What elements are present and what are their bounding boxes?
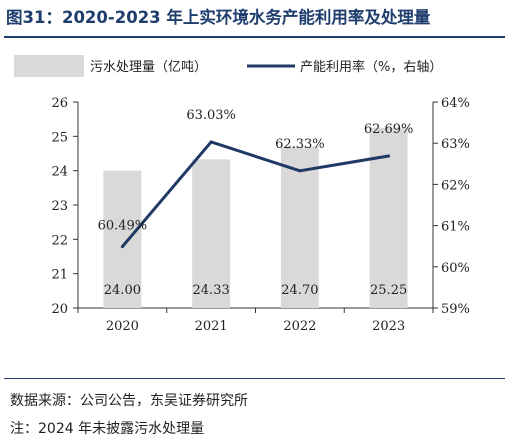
source-text: 数据来源：公司公告，东吴证券研究所 [10,393,248,409]
line-value-label: 62.69% [364,122,414,137]
left-tick-label: 20 [51,302,68,317]
line-value-labels: 60.49% 63.03% 62.33% 62.69% [98,108,414,234]
legend-bar-label: 污水处理量（亿吨） [90,60,207,75]
bar-value-label: 25.25 [370,283,407,298]
right-tick-label: 63% [441,137,470,152]
right-tick-label: 62% [441,178,470,193]
line-value-label: 63.03% [186,108,236,123]
right-axis: 59% 60% 61% 62% 63% 64% [432,96,470,317]
bars [103,127,408,308]
bar [192,159,231,308]
left-tick-label: 21 [51,268,68,283]
left-tick-label: 25 [51,130,68,145]
left-tick-label: 26 [51,96,68,111]
legend-bar-swatch [14,55,84,77]
footer-rule [4,378,505,379]
legend-line-label: 产能利用率（%，右轴） [300,59,442,75]
x-tick-label: 2022 [283,319,316,330]
line-point [209,140,213,144]
note-text: 注：2024 年未披露污水处理量 [10,421,205,437]
right-tick-label: 60% [441,261,470,276]
bar [103,170,142,308]
x-axis: 2020 2021 2022 2023 [77,307,434,330]
x-tick-label: 2021 [195,319,228,330]
bar-value-labels: 24.00 24.33 24.70 25.25 [104,283,407,298]
left-tick-label: 22 [51,233,68,248]
bar-value-label: 24.70 [281,283,318,298]
title-rule [4,36,505,38]
right-tick-label: 64% [441,96,470,111]
line-point [298,169,302,173]
bar-value-label: 24.33 [193,283,230,298]
line-point [120,245,124,249]
bar-value-label: 24.00 [104,283,141,298]
left-tick-label: 24 [51,165,68,180]
right-tick-label: 61% [441,220,470,235]
legend: 污水处理量（亿吨） 产能利用率（%，右轴） [14,55,442,77]
left-tick-label: 23 [51,199,68,214]
x-tick-label: 2020 [106,319,139,330]
left-axis: 20 21 22 23 24 25 26 [51,96,79,317]
line-path [121,140,389,248]
line-value-label: 62.33% [275,137,325,152]
chart-title: 图31：2020-2023 年上实环境水务产能利用率及处理量 [6,8,431,27]
line-point [387,154,391,158]
right-tick-label: 59% [441,302,470,317]
line-value-label: 60.49% [98,219,148,234]
bar [280,146,319,308]
x-tick-label: 2023 [372,319,405,330]
line-series [120,140,391,249]
